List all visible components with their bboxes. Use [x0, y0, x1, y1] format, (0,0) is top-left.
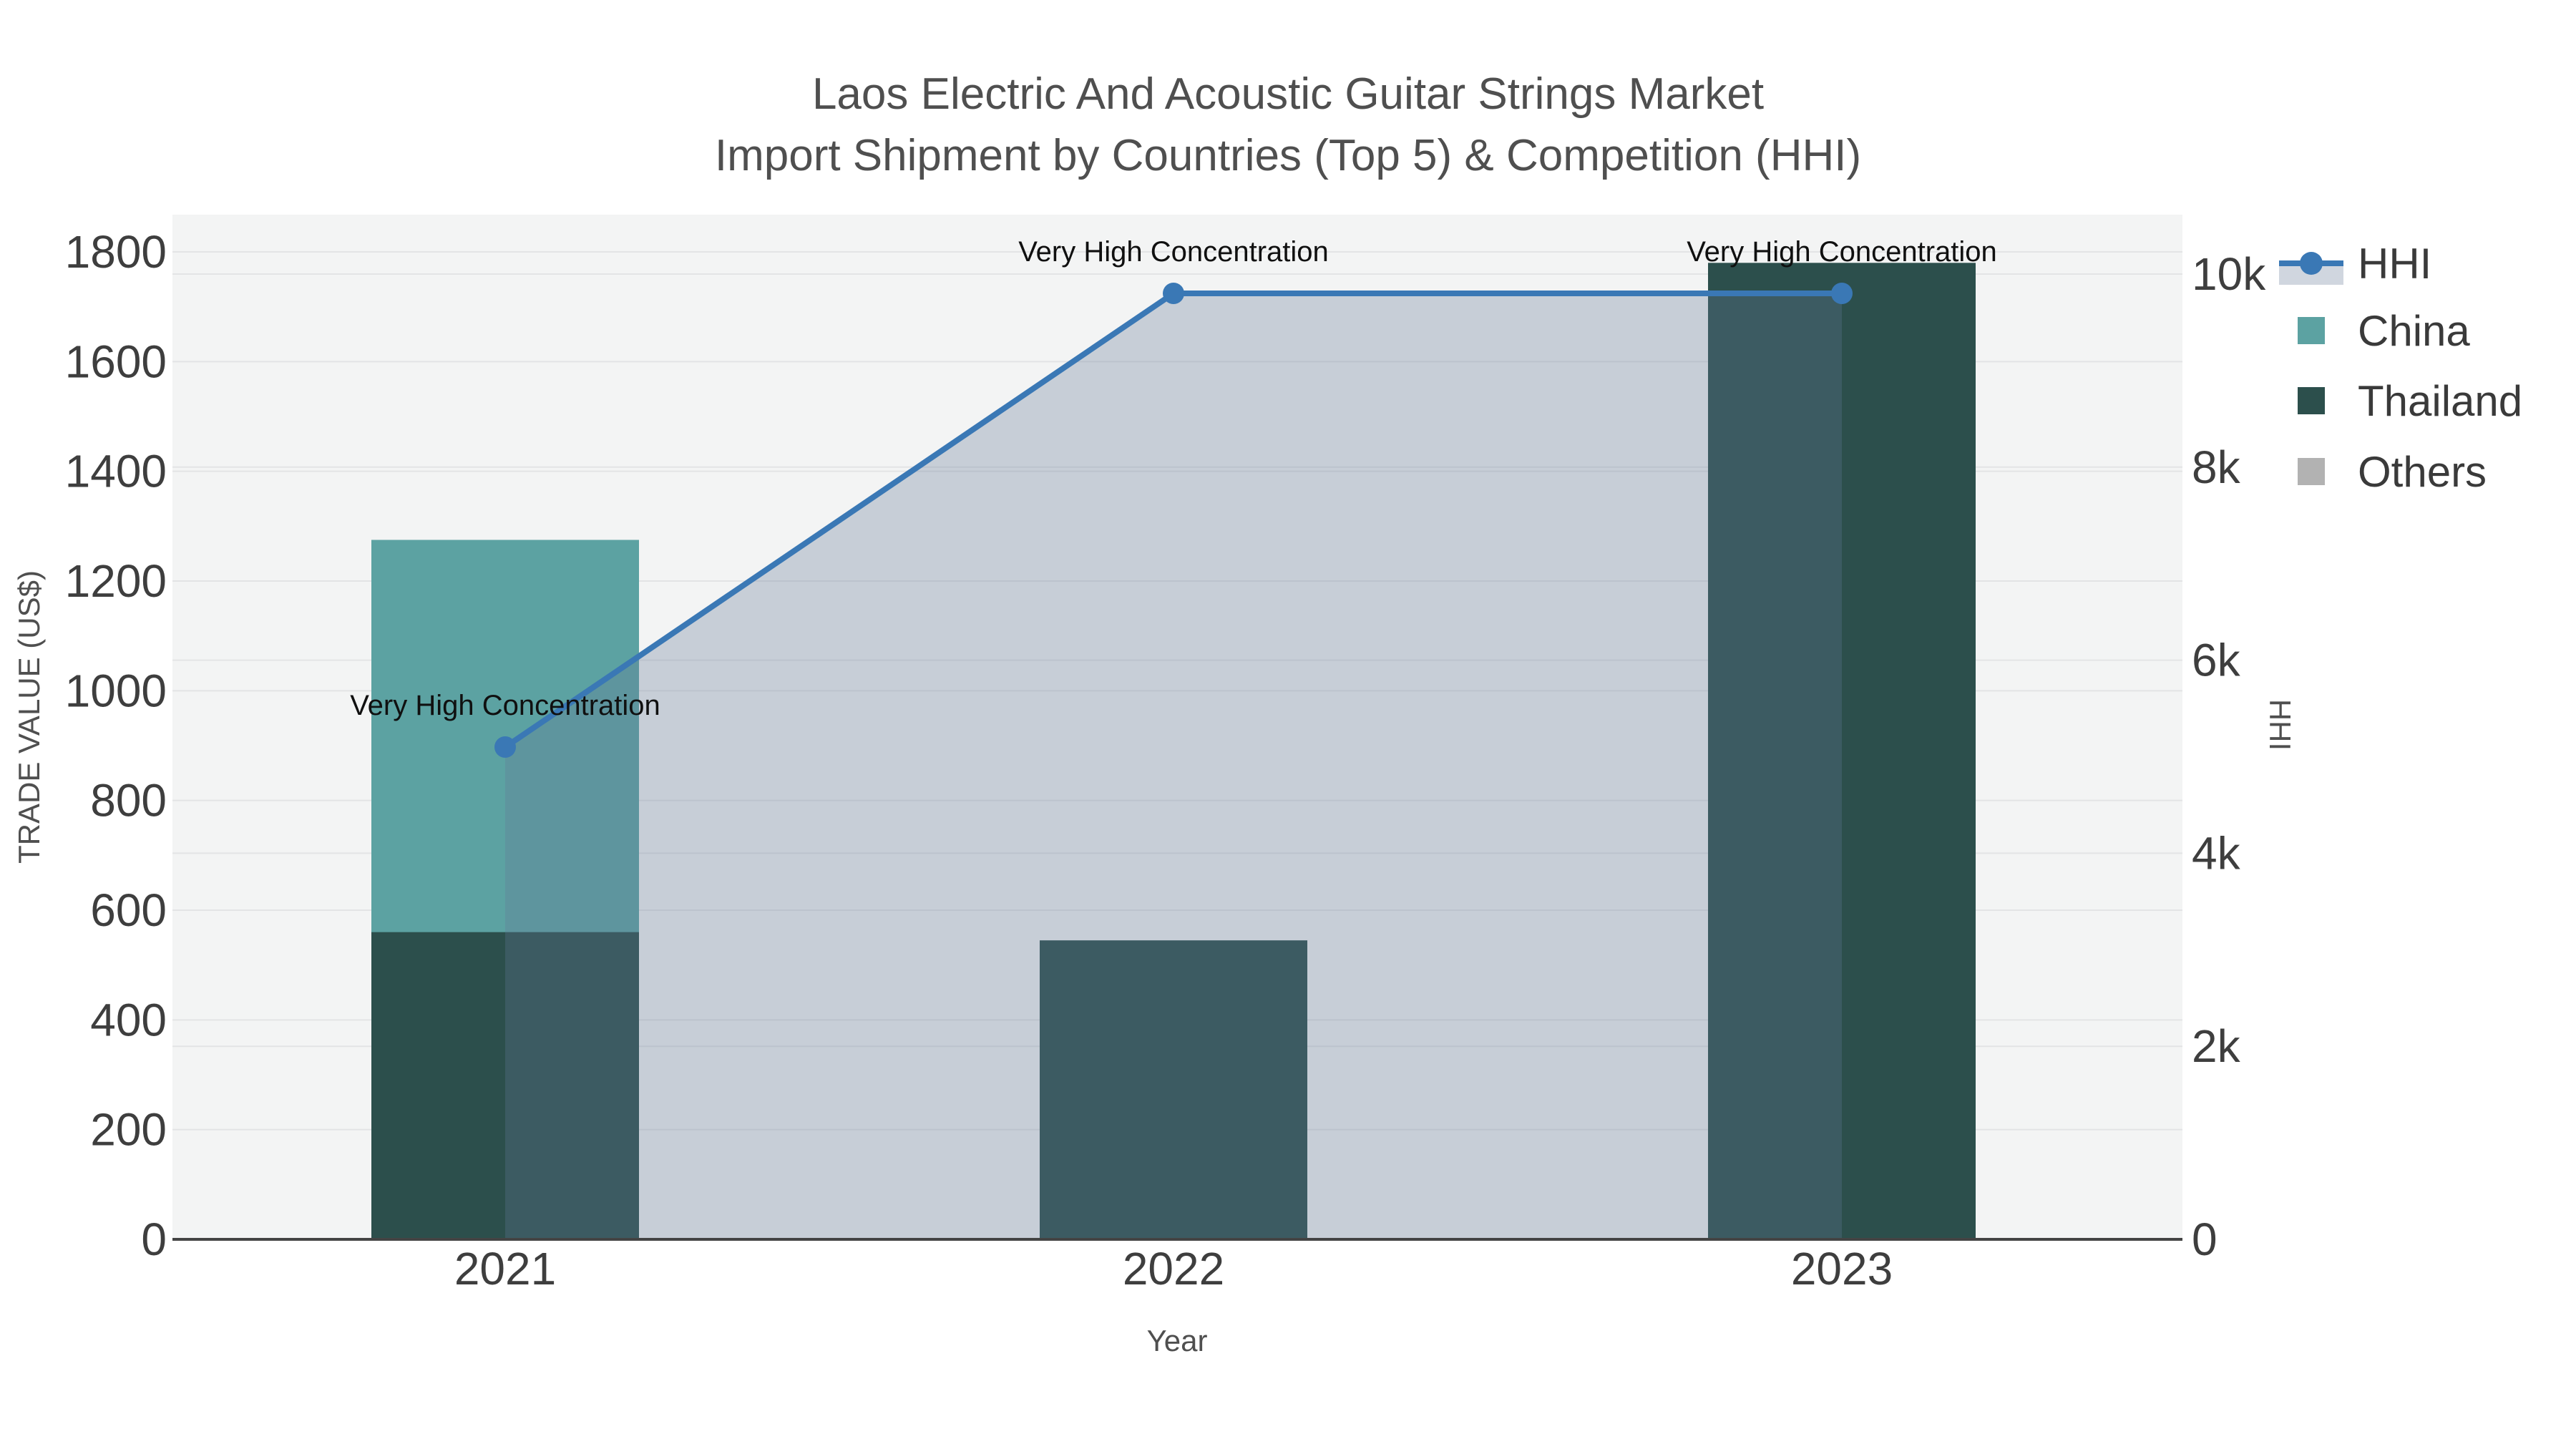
y-left-tick-1000: 1000: [65, 665, 167, 716]
y-left-tick-0: 0: [141, 1214, 167, 1265]
legend-swatch-others: [2298, 458, 2325, 485]
hhi-area-fill: [505, 293, 1842, 1240]
hhi-marker-2021[interactable]: [494, 736, 516, 758]
y-right-tick-8k: 8k: [2192, 441, 2241, 493]
y-left-tick-1800: 1800: [65, 226, 167, 278]
bar-thailand-2021[interactable]: [371, 932, 639, 1239]
legend: HHI China Thailand Others: [2279, 240, 2522, 496]
x-axis-ticks: 2021 2022 2023: [454, 1243, 1893, 1294]
hhi-markers: [494, 282, 1853, 758]
hhi-fill-polygon: [505, 293, 1842, 1240]
legend-swatch-china: [2298, 317, 2325, 344]
y-axis-right-ticks: 0 2k 4k 6k 8k 10k: [2192, 248, 2266, 1265]
bar-thailand-2023[interactable]: [1708, 263, 1976, 1239]
legend-item-china[interactable]: China: [2298, 307, 2470, 355]
y-right-tick-4k: 4k: [2192, 827, 2241, 879]
annotation-2023: Very High Concentration: [1687, 236, 1997, 268]
y-right-tick-6k: 6k: [2192, 635, 2241, 686]
y-left-tick-600: 600: [90, 884, 167, 936]
hhi-marker-2023[interactable]: [1831, 282, 1853, 304]
bars-layer: [371, 263, 1976, 1239]
y-left-tick-1200: 1200: [65, 555, 167, 607]
legend-label-thailand: Thailand: [2358, 377, 2522, 425]
bar-thailand-2022[interactable]: [1040, 940, 1307, 1239]
legend-label-hhi: HHI: [2358, 240, 2431, 288]
legend-swatch-thailand: [2298, 387, 2325, 414]
legend-label-others: Others: [2358, 448, 2487, 496]
y-axis-left-ticks: 0 200 400 600 800 1000 1200 1400 1600 1800: [65, 226, 167, 1265]
y-axis-right-title: HHI: [2263, 699, 2297, 751]
annotation-2021: Very High Concentration: [350, 690, 660, 721]
y-left-tick-200: 200: [90, 1104, 167, 1156]
x-tick-2021: 2021: [454, 1243, 556, 1294]
y-right-tick-2k: 2k: [2192, 1020, 2241, 1072]
y-left-tick-400: 400: [90, 994, 167, 1045]
chart-title-line2: Import Shipment by Countries (Top 5) & C…: [715, 131, 1861, 180]
y-left-tick-1400: 1400: [65, 446, 167, 497]
x-axis-title: Year: [1147, 1324, 1208, 1357]
legend-item-others[interactable]: Others: [2298, 448, 2487, 496]
hhi-marker-2022[interactable]: [1163, 282, 1184, 304]
legend-item-hhi[interactable]: HHI: [2279, 240, 2431, 288]
y-axis-left-title: TRADE VALUE (US$): [12, 570, 46, 864]
legend-item-thailand[interactable]: Thailand: [2298, 377, 2522, 425]
chart-title-line1: Laos Electric And Acoustic Guitar String…: [812, 69, 1764, 119]
x-tick-2022: 2022: [1123, 1243, 1224, 1294]
annotation-2022: Very High Concentration: [1018, 236, 1329, 268]
y-right-tick-0: 0: [2192, 1214, 2218, 1265]
legend-label-china: China: [2358, 307, 2470, 355]
y-right-tick-10k: 10k: [2192, 248, 2266, 300]
annotations: Very High Concentration Very High Concent…: [350, 236, 1997, 721]
legend-hhi-marker-sample: [2300, 252, 2323, 275]
y-left-tick-1600: 1600: [65, 336, 167, 387]
y-left-tick-800: 800: [90, 775, 167, 826]
x-tick-2023: 2023: [1791, 1243, 1893, 1294]
